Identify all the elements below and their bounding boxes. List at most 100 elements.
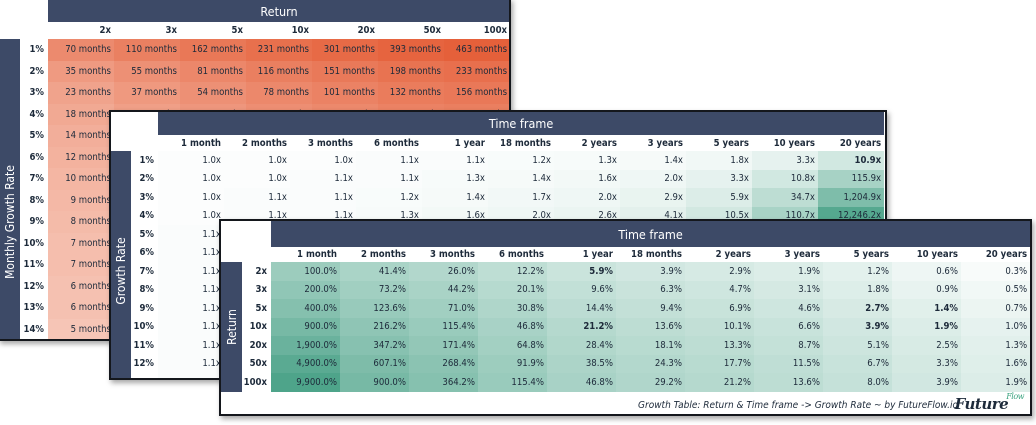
row-header: 3% [131, 188, 158, 207]
table-cell: 12 months [48, 146, 114, 168]
table-cell: 6.6% [754, 317, 823, 336]
table-title: Return [48, 0, 509, 22]
table-cell: 41.4% [340, 262, 409, 281]
table-row: Growth Rate 1% 1.0x 1.0x 1.0x 1.1x 1.1x 1.2x 1.3… [111, 151, 885, 378]
table-cell: 101 months [312, 82, 378, 104]
table-cell: 1.1x [356, 151, 422, 170]
logo-text: Future [954, 395, 1009, 413]
row-header: 15% [20, 340, 48, 341]
row-header: 10x [242, 317, 271, 336]
table-cell: 1.3x [554, 151, 620, 170]
table-cell: 3.9% [616, 262, 685, 281]
column-header: 1 year [454, 137, 485, 149]
table-cell: 1.4% [892, 299, 961, 318]
table-cell: 1.1x [158, 243, 224, 262]
row-axis-label: Monthly Growth Rate [3, 164, 17, 279]
column-header: 10 years [916, 249, 958, 260]
row-header: 12% [131, 354, 158, 373]
column-header: 20x [357, 25, 375, 36]
table-cell: 1.1x [158, 280, 224, 299]
table-cell: 11.5% [754, 354, 823, 373]
table-cell: 132 months [378, 82, 444, 104]
table-cell: 216.2% [340, 317, 409, 336]
table-cell: 17.7% [685, 354, 754, 373]
table-cell: 347.2% [340, 336, 409, 355]
column-header: 1 month [297, 249, 337, 260]
table-cell: 26.0% [409, 262, 478, 281]
table-cell: 5.9% [547, 262, 616, 281]
column-header: 1 year [582, 249, 613, 260]
row-axis-band: Growth Rate [111, 151, 131, 378]
table-cell: 1.0x [158, 151, 224, 170]
table-cell: 13.6% [754, 373, 823, 392]
table-cell: 9.6% [547, 280, 616, 299]
table-cell: 6.3% [616, 280, 685, 299]
row-header: 4% [131, 206, 158, 225]
table-cell: 151 months [312, 60, 378, 82]
table-corner [0, 0, 48, 39]
table-cell: 4.6% [754, 299, 823, 318]
column-header: 3x [165, 25, 177, 36]
table-cell: 0.9% [892, 280, 961, 299]
table-cell: 1.4x [422, 188, 488, 207]
column-header: 2 years [715, 249, 751, 260]
row-header: 5x [242, 299, 271, 318]
table-row: 11% 1.1x [111, 336, 884, 355]
table-cell: 44.2% [409, 280, 478, 299]
column-header: 5 years [713, 137, 749, 149]
table-cell: 2.9% [685, 262, 754, 281]
column-header: 10x [291, 25, 309, 36]
table-row: 3x 200.0% 73.2% 44.2% 20.1% 9.6% 6.3% 4.7% 3.1% 1… [221, 280, 1030, 299]
futureflow-logo: FutureFlow [954, 392, 1026, 413]
table-cell: 5 months [48, 340, 114, 341]
column-header: 3 years [784, 249, 820, 260]
table-cell: 1.7x [488, 188, 554, 207]
table-row: 5% 14 months [0, 125, 509, 147]
table-cell: 463 months [444, 39, 509, 61]
table-cell: 1.1x [158, 373, 224, 378]
table-cell: 29.2% [616, 373, 685, 392]
table-cell: 4,900.0% [271, 354, 340, 373]
table-cell: 14.4% [547, 299, 616, 318]
table-row: 3% 1.0x 1.1x 1.1x 1.2x 1.4x 1.7x 2.0x 2.9x 5.9x 34… [111, 188, 885, 207]
table-cell: 1,204.9x [818, 188, 885, 207]
table-cell: 7 months [48, 254, 114, 276]
table-cell: 900.0% [271, 317, 340, 336]
column-header: 6 months [373, 137, 419, 149]
table-cell: 78 months [246, 82, 312, 104]
table-cell: 8 months [48, 211, 114, 233]
row-header: 3x [242, 280, 271, 299]
table-cell: 13.6% [616, 317, 685, 336]
table-cell: 6 months [48, 297, 114, 319]
table-cell: 1.4x [620, 151, 686, 170]
table-cell: 1.0x [158, 206, 224, 225]
row-header: 8% [20, 189, 48, 211]
table-cell: 1.1x [158, 317, 224, 336]
column-header: 10 years [773, 137, 815, 149]
column-header: 6 months [498, 249, 544, 260]
table-cell: 18 months [48, 103, 114, 125]
table-row: 6% 12 months [0, 146, 509, 168]
table-title: Time frame [271, 221, 1030, 247]
table-row: 10% 7 months [0, 232, 509, 254]
table-row: 7% 10 months [0, 168, 509, 190]
table-cell: 73.2% [340, 280, 409, 299]
table-cell: 2.9x [620, 188, 686, 207]
table-cell: 3.3x [686, 169, 752, 188]
table-cell: 1.1x [290, 188, 356, 207]
table-cell: 10.8x [752, 169, 818, 188]
footer-caption: Growth Table: Return & Time frame -> Gro… [638, 400, 958, 411]
table-row: 5% 1.1x [111, 225, 884, 244]
table-cell: 1.1x [422, 151, 488, 170]
table-cell: 55 months [114, 60, 180, 82]
table-cell: 1.1x [158, 299, 224, 318]
column-header: 20 years [839, 137, 882, 149]
table-row: 10x 900.0% 216.2% 115.4% 46.8% 21.2% 13.6% 10.1… [221, 317, 1030, 336]
table-cell: 2.5% [892, 336, 961, 355]
table-row: 50x 4,900.0% 607.1% 268.4% 91.9% 38.5% 24.3% 17… [221, 354, 1030, 373]
row-header: 9% [20, 211, 48, 233]
row-header: 2x [242, 262, 271, 281]
table-cell: 607.1% [340, 354, 409, 373]
row-axis-band: Monthly Growth Rate [0, 39, 20, 339]
row-header: 14% [20, 318, 48, 339]
